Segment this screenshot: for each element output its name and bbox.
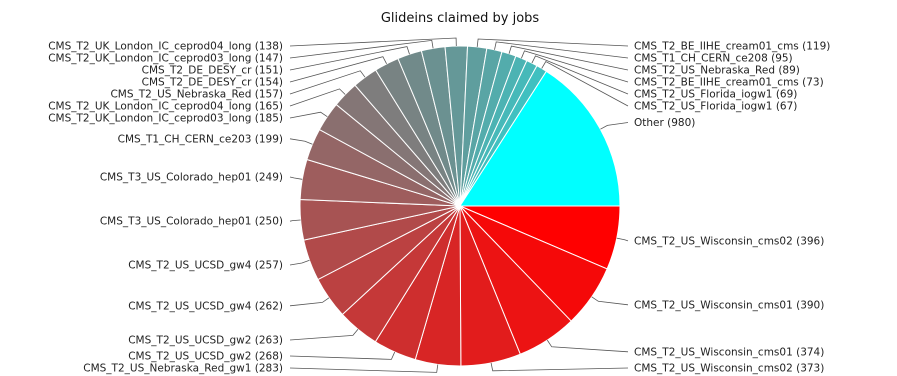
leader-line [289, 364, 439, 373]
slice-label: CMS_T2_UK_London_IC_ceprod03_long (147) [48, 53, 283, 65]
slice-label: CMS_T2_US_Florida_iogw1 (69) [634, 89, 797, 101]
leader-line [521, 50, 629, 83]
leader-line [546, 339, 629, 353]
slice-label: CMS_T2_US_UCSD_gw2 (268) [128, 351, 283, 363]
slice-labels-layer: CMS_T2_BE_IIHE_cream01_cms (119)CMS_T1_C… [48, 41, 830, 375]
slice-label: CMS_T2_US_UCSD_gw4 (262) [128, 300, 283, 312]
leader-line [600, 122, 629, 130]
leader-line [289, 176, 303, 180]
pie-slice [459, 70, 621, 207]
slice-label: CMS_T2_US_Wisconsin_cms02 (373) [634, 363, 824, 375]
leader-line [541, 60, 629, 107]
slice-label: CMS_T2_DE_DESY_cr (151) [142, 65, 283, 77]
slice-label: CMS_T2_US_UCSD_gw4 (257) [128, 260, 283, 272]
leader-line [289, 70, 366, 95]
leader-line [289, 56, 387, 83]
slice-label: CMS_T2_UK_London_IC_ceprod04_long (138) [48, 41, 283, 53]
leader-line [289, 138, 313, 145]
slice-label: CMS_T2_BE_IIHE_cream01_cms (73) [634, 77, 824, 89]
slice-label: CMS_T2_US_Florida_iogw1 (67) [634, 101, 797, 113]
leader-line [289, 297, 330, 307]
slice-label: CMS_T2_UK_London_IC_ceprod04_long (165) [48, 101, 283, 113]
leader-line [289, 351, 396, 360]
leader-line [289, 259, 310, 266]
slices-layer [299, 45, 621, 367]
leader-line [490, 362, 629, 372]
slice-label: CMS_T3_US_Colorado_hep01 (249) [100, 172, 283, 184]
slice-label: Other (980) [634, 117, 695, 129]
leader-line [289, 219, 301, 222]
slice-label: CMS_T2_UK_London_IC_ceprod03_long (185) [48, 113, 283, 125]
slice-label: CMS_T2_US_Nebraska_Red (89) [634, 65, 800, 77]
slice-label: CMS_T1_CH_CERN_ce203 (199) [118, 133, 283, 145]
leader-line [289, 328, 359, 341]
leader-line [289, 88, 346, 107]
slice-label: CMS_T3_US_Colorado_hep01 (250) [100, 216, 283, 228]
leader-line [289, 46, 410, 71]
slice-label: CMS_T2_BE_IIHE_cream01_cms (119) [634, 41, 830, 53]
leader-line [508, 45, 629, 71]
leader-line [616, 237, 629, 242]
slice-label: CMS_T2_US_UCSD_gw2 (263) [128, 335, 283, 347]
slice-label: CMS_T2_DE_DESY_cr (154) [142, 77, 283, 89]
slice-label: CMS_T2_US_Wisconsin_cms01 (390) [634, 299, 824, 311]
leader-line [289, 37, 457, 47]
slice-label: CMS_T1_CH_CERN_ce208 (95) [634, 53, 793, 65]
leader-lines-layer [289, 37, 629, 373]
leader-line [289, 39, 434, 59]
slice-label: CMS_T2_US_Nebraska_Red_gw1 (283) [83, 363, 283, 375]
leader-line [289, 111, 328, 119]
slice-label: CMS_T2_US_Nebraska_Red (157) [110, 89, 283, 101]
leader-line [531, 55, 629, 95]
slice-label: CMS_T2_US_Wisconsin_cms02 (396) [634, 235, 824, 247]
slice-label: CMS_T2_US_Wisconsin_cms01 (374) [634, 346, 824, 358]
leader-line [591, 296, 629, 306]
leader-line [494, 41, 629, 59]
leader-line [476, 38, 629, 47]
chart-title: Glideins claimed by jobs [381, 11, 540, 26]
